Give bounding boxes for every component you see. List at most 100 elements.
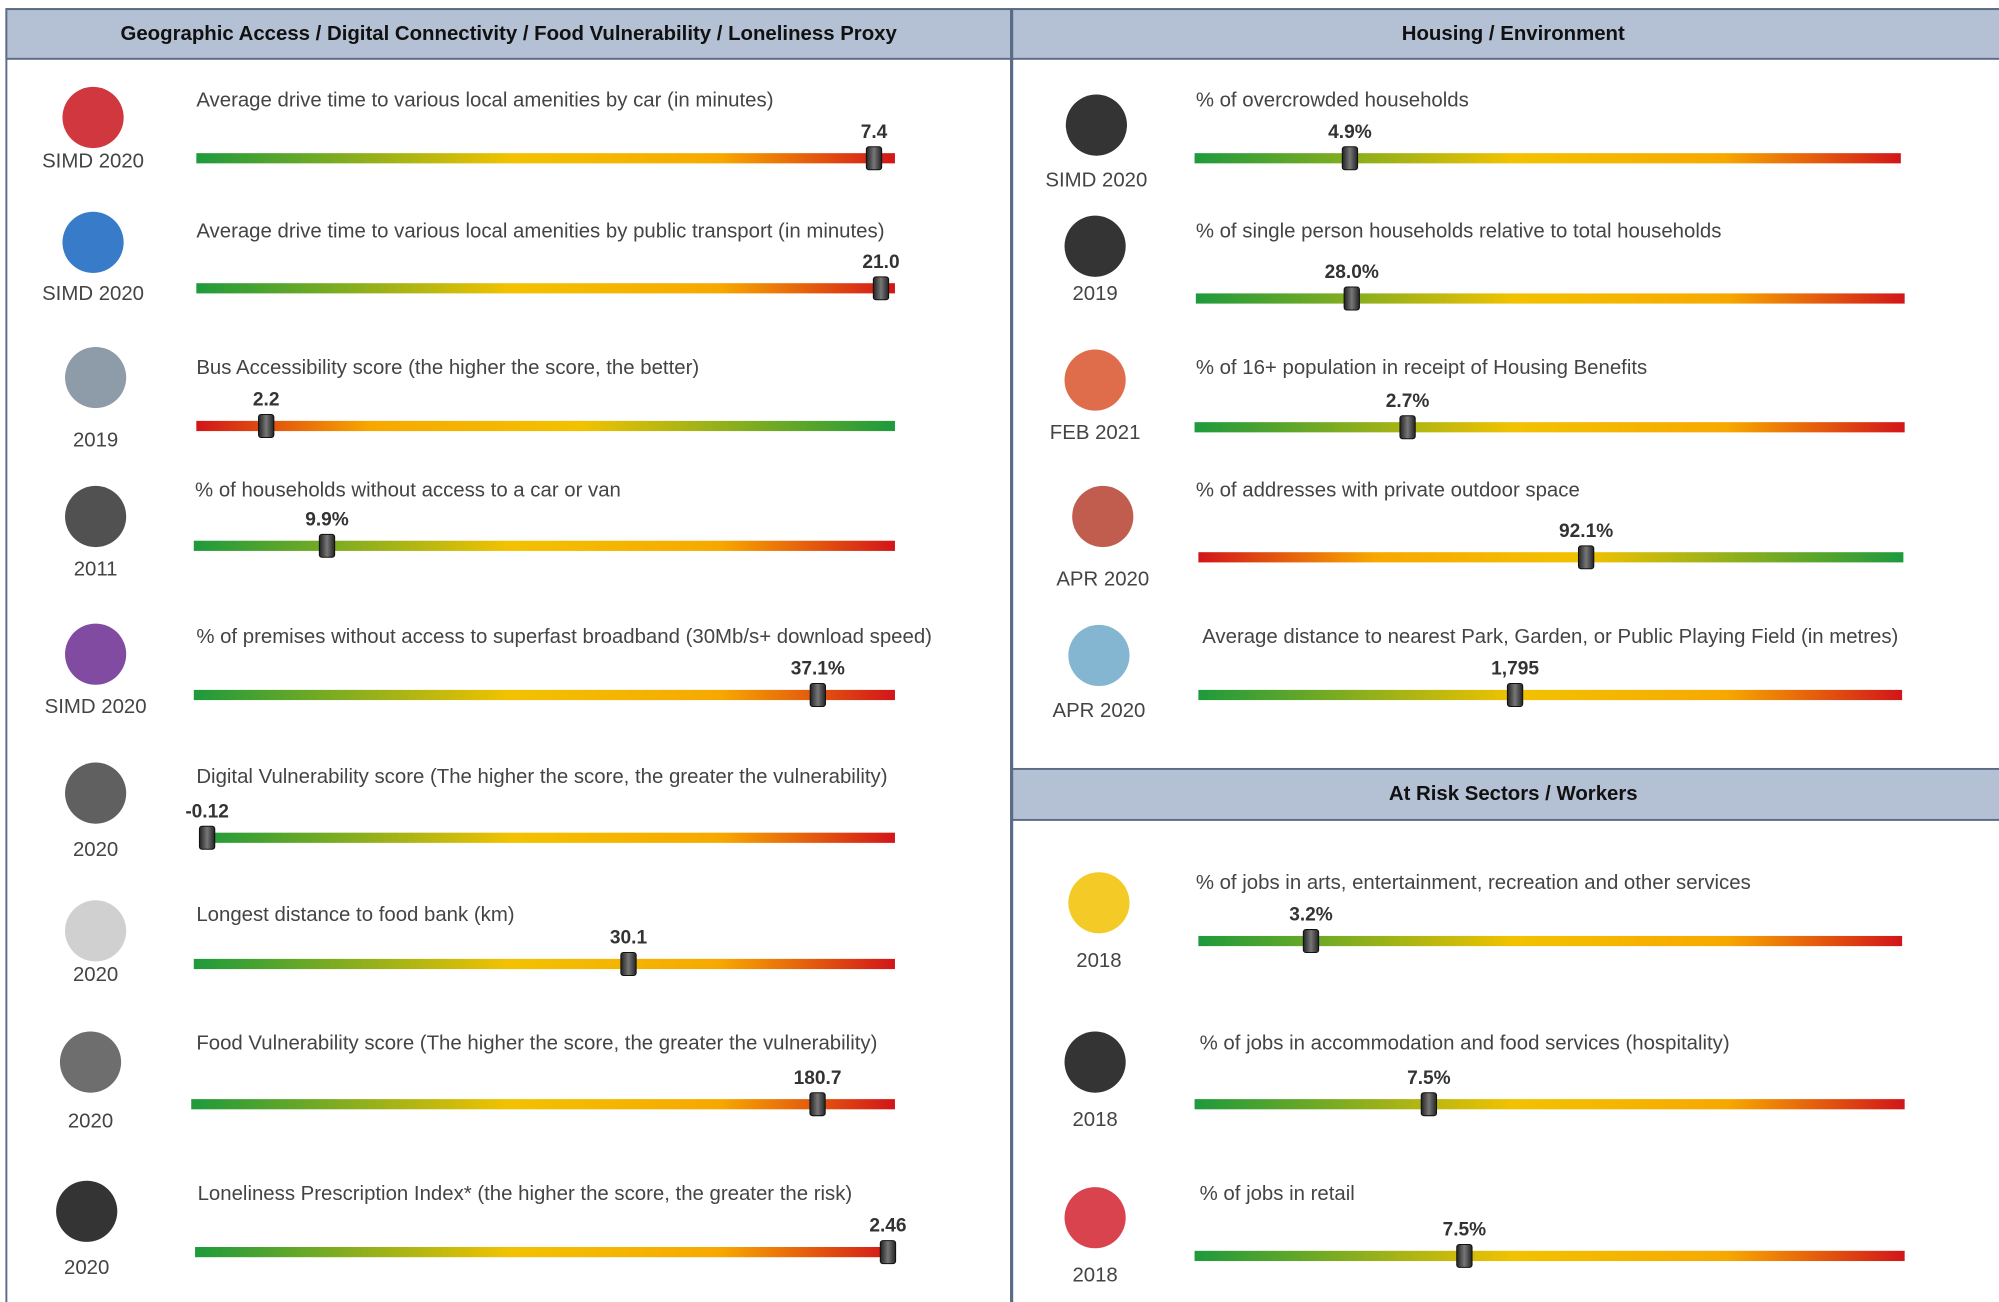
item-value: 28.0% [1325, 262, 1379, 283]
item-year: SIMD 2020 [42, 283, 144, 305]
gauge-bar [195, 1247, 895, 1258]
item-label: % of households without access to a car … [195, 479, 621, 501]
gauge-marker [1420, 1092, 1438, 1117]
gauge-bar [200, 832, 895, 843]
gauge-marker [1577, 545, 1595, 570]
icon [65, 762, 127, 824]
gauge-bar [1194, 422, 1905, 433]
gauge-bar [1194, 1099, 1905, 1110]
item-label: % of single person households relative t… [1196, 221, 1722, 243]
gauge-bar [196, 153, 895, 164]
gauge-marker [1341, 146, 1359, 171]
item-value: 21.0 [862, 252, 899, 273]
item-value: 2.2 [253, 390, 280, 411]
gauge-marker [809, 682, 826, 707]
panel-title: Housing / Environment [1402, 23, 1625, 45]
item-value: 30.1 [610, 928, 648, 949]
item-year: 2020 [73, 964, 118, 986]
icon [62, 211, 124, 274]
item-label: % of 16+ population in receipt of Housin… [1196, 357, 1647, 379]
item-label: Average drive time to various local amen… [196, 221, 884, 243]
gauge-marker [620, 951, 637, 976]
item-year: 2019 [73, 430, 118, 452]
icon [1064, 349, 1126, 411]
icon [1064, 1187, 1126, 1249]
icon [1064, 1031, 1126, 1093]
item-label: % of overcrowded households [1196, 89, 1469, 111]
item-label: % of addresses with private outdoor spac… [1196, 479, 1580, 501]
icon [65, 346, 127, 409]
icon [56, 1180, 118, 1242]
icon [1068, 624, 1130, 687]
icon [59, 1031, 122, 1093]
gauge-marker [1302, 929, 1320, 954]
item-label: Loneliness Prescription Index* (the high… [198, 1183, 853, 1205]
icon [1065, 94, 1127, 156]
gauge-marker [198, 825, 216, 850]
item-value: 1,795 [1491, 659, 1539, 680]
item-label: Longest distance to food bank (km) [196, 904, 514, 926]
header-bg [1011, 8, 1999, 60]
gauge-bar [1195, 293, 1905, 304]
item-value: 180.7 [794, 1068, 842, 1089]
item-label: Food Vulnerability score (The higher the… [196, 1033, 877, 1055]
gauge-bar [193, 689, 895, 701]
gauge-bar [1198, 935, 1903, 947]
gauge-marker [872, 276, 890, 301]
gauge-bar [1198, 689, 1903, 701]
item-year: SIMD 2020 [45, 696, 147, 718]
icon [1064, 215, 1126, 277]
item-value: 92.1% [1559, 521, 1613, 542]
item-year: 2018 [1076, 950, 1121, 972]
item-year: 2020 [64, 1257, 109, 1279]
icon [1068, 872, 1130, 934]
gauge-marker [879, 1240, 897, 1265]
item-value: 9.9% [305, 509, 349, 530]
item-year: APR 2020 [1052, 700, 1145, 722]
panel-title: At Risk Sectors / Workers [1389, 783, 1638, 805]
item-value: 7.5% [1443, 1219, 1487, 1240]
gauge-marker [318, 533, 336, 558]
icon [1072, 485, 1134, 548]
gauge-bar [196, 283, 895, 294]
icon [62, 86, 124, 149]
item-value: 4.9% [1328, 122, 1372, 143]
item-value: 2.7% [1386, 391, 1430, 412]
item-year: 2019 [1072, 283, 1117, 305]
item-label: Average drive time to various local amen… [196, 89, 773, 111]
icon [65, 485, 127, 548]
item-year: 2018 [1072, 1109, 1117, 1131]
header-bg [5, 8, 1012, 60]
gauge-bar [1194, 1250, 1905, 1262]
gauge-bar [1198, 552, 1904, 563]
item-label: % of jobs in arts, entertainment, recrea… [1196, 872, 1751, 894]
gauge-bar [193, 958, 895, 970]
item-year: SIMD 2020 [42, 150, 144, 172]
item-label: % of premises without access to superfas… [196, 626, 932, 648]
header-bg [1011, 767, 1999, 821]
item-value: 3.2% [1289, 905, 1333, 926]
item-label: Digital Vulnerability score (The higher … [196, 766, 887, 788]
icon [65, 900, 127, 962]
item-year: 2020 [68, 1110, 113, 1132]
item-label: Bus Accessibility score (the higher the … [196, 357, 699, 379]
gauge-bar [193, 540, 895, 551]
gauge-marker [1506, 682, 1524, 707]
gauge-marker [1399, 415, 1416, 440]
item-value: 37.1% [791, 659, 845, 680]
item-year: APR 2020 [1056, 569, 1149, 591]
gauge-bar [191, 1099, 895, 1110]
item-year: SIMD 2020 [1045, 170, 1147, 192]
item-value: 7.5% [1407, 1068, 1451, 1089]
gauge-bar [1194, 153, 1901, 164]
item-value: 2.46 [869, 1216, 906, 1237]
item-label: % of jobs in accommodation and food serv… [1200, 1033, 1730, 1055]
item-year: 2011 [74, 558, 118, 580]
item-year: 2018 [1072, 1265, 1117, 1287]
gauge-marker [865, 146, 883, 171]
panel-title: Geographic Access / Digital Connectivity… [121, 23, 898, 45]
item-value: -0.12 [185, 801, 229, 822]
gauge-bar [196, 420, 895, 432]
gauge-marker [1343, 286, 1360, 311]
